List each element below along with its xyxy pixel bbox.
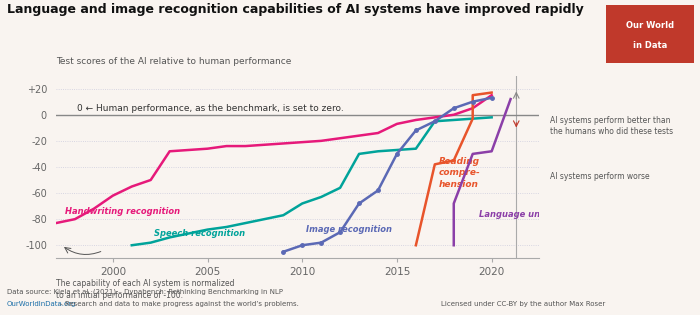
Text: The capability of each AI system is normalized
to an initial performance of -100: The capability of each AI system is norm… — [56, 279, 234, 300]
Text: AI systems perform better than
the humans who did these tests: AI systems perform better than the human… — [550, 116, 673, 136]
Text: Data source: Kiela et al. (2021) – Dynabench: Rethinking Benchmarking in NLP: Data source: Kiela et al. (2021) – Dynab… — [7, 288, 283, 295]
Text: AI systems perform worse: AI systems perform worse — [550, 172, 649, 181]
Text: Language understanding: Language understanding — [480, 209, 598, 219]
Text: Licensed under CC-BY by the author Max Roser: Licensed under CC-BY by the author Max R… — [441, 301, 606, 307]
Text: OurWorldInData.org: OurWorldInData.org — [7, 301, 76, 307]
Text: Our World: Our World — [626, 20, 674, 30]
Text: in Data: in Data — [633, 41, 667, 50]
Text: Reading
compre-
hension: Reading compre- hension — [439, 157, 480, 188]
Text: Speech recognition: Speech recognition — [155, 229, 246, 238]
Text: 0 ← Human performance, as the benchmark, is set to zero.: 0 ← Human performance, as the benchmark,… — [77, 104, 344, 113]
Text: Language and image recognition capabilities of AI systems have improved rapidly: Language and image recognition capabilit… — [7, 3, 584, 16]
Text: Image recognition: Image recognition — [306, 225, 392, 234]
Text: – Research and data to make progress against the world’s problems.: – Research and data to make progress aga… — [57, 301, 300, 307]
Text: Handwriting recognition: Handwriting recognition — [66, 207, 181, 216]
Text: Test scores of the AI relative to human performance: Test scores of the AI relative to human … — [56, 57, 291, 66]
